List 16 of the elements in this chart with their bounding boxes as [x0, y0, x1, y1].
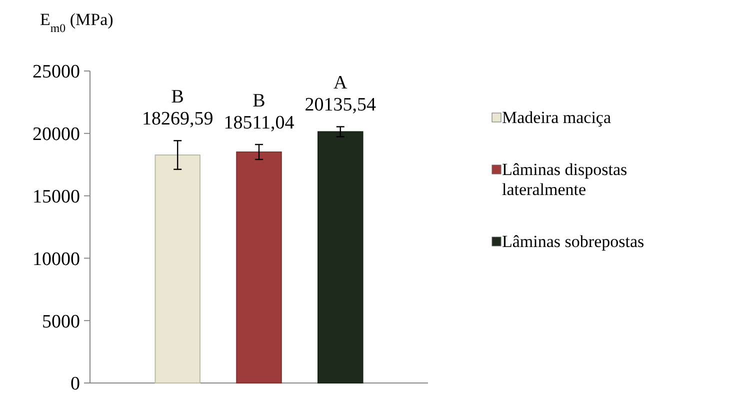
legend-label: Lâminas sobrepostas	[502, 232, 644, 251]
annotation: B	[171, 86, 184, 108]
y-tick-label: 5000	[42, 311, 80, 332]
data-label: 18511,04	[224, 112, 295, 134]
annotation: A	[334, 72, 348, 94]
y-tick-label: 15000	[32, 186, 80, 208]
data-label: 20135,54	[304, 94, 377, 116]
annotation: B	[252, 90, 266, 112]
legend-label: Madeira maciça	[502, 108, 612, 127]
y-axis-title: E$_{m0}$ (MPa)	[40, 10, 114, 35]
y-tick-label: 10000	[32, 248, 80, 270]
legend-label: Lâminas dispostas lateralmente	[502, 160, 628, 199]
y-tick-label: 0	[70, 374, 80, 395]
y-tick-label: 25000	[32, 62, 80, 83]
y-tick-label: 20000	[32, 124, 80, 146]
data-label: 18269,59	[142, 108, 214, 130]
